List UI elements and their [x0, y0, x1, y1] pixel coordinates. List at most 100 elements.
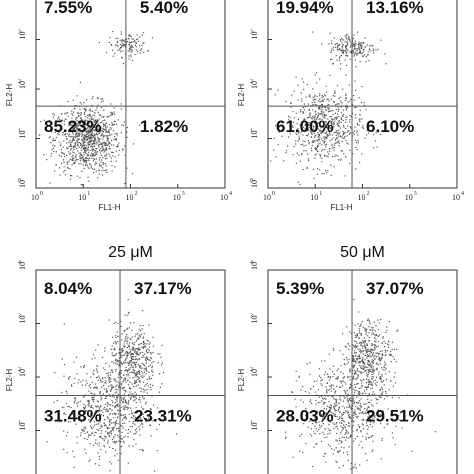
event-dot [94, 431, 96, 433]
event-dot [360, 387, 362, 389]
event-dot [350, 43, 352, 45]
event-dot [117, 49, 119, 51]
event-dot [129, 42, 131, 44]
event-dot [131, 49, 133, 51]
event-dot [89, 134, 91, 136]
event-dot [127, 351, 129, 353]
event-dot [350, 406, 352, 408]
event-dots [270, 31, 387, 186]
event-dot [387, 346, 389, 348]
event-dot [70, 124, 72, 126]
event-dot [142, 337, 144, 339]
event-dot [394, 372, 396, 374]
event-dot [323, 398, 325, 400]
event-dot [102, 149, 104, 151]
event-dot [123, 343, 125, 345]
event-dot [104, 369, 106, 371]
event-dot [115, 44, 117, 46]
event-dot [143, 51, 145, 54]
event-dot [328, 110, 330, 112]
event-dot [371, 350, 373, 352]
event-dot [366, 355, 369, 357]
event-dot [376, 367, 378, 369]
event-dot [365, 367, 367, 369]
event-dot [366, 351, 368, 353]
event-dot [354, 386, 357, 388]
event-dot [115, 138, 117, 140]
event-dot [124, 422, 126, 424]
event-dot [123, 345, 125, 347]
event-dot [365, 438, 367, 440]
event-dot [362, 125, 364, 127]
event-dot [312, 31, 314, 33]
event-dot [318, 118, 320, 120]
event-dot [306, 117, 308, 119]
event-dot [319, 113, 322, 115]
event-dot [339, 350, 341, 352]
event-dot [71, 110, 73, 112]
event-dot [354, 347, 356, 349]
event-dot [308, 95, 310, 97]
event-dot [52, 137, 54, 139]
event-dot [346, 45, 348, 47]
event-dot [130, 35, 132, 38]
event-dot [137, 40, 139, 42]
event-dot [357, 44, 359, 46]
event-dot [376, 146, 378, 148]
event-dot [95, 120, 97, 122]
event-dot [84, 432, 86, 434]
event-dot [159, 353, 161, 355]
event-dot [88, 115, 90, 117]
event-dot [145, 384, 147, 386]
event-dot [72, 124, 74, 126]
event-dot [319, 78, 321, 80]
event-dot [66, 154, 68, 156]
event-dot [381, 342, 383, 344]
event-dot [67, 166, 69, 169]
event-dot [127, 50, 129, 52]
x-tick-exponent: 4 [229, 191, 232, 197]
event-dot [73, 146, 75, 148]
event-dot [136, 34, 138, 36]
event-dot [356, 383, 358, 385]
event-dot [92, 401, 95, 403]
event-dot [107, 410, 109, 412]
event-dot [295, 140, 297, 142]
event-dot [106, 169, 108, 171]
event-dot [355, 51, 357, 53]
event-dot [143, 368, 145, 370]
event-dot [357, 345, 359, 347]
event-dot [315, 120, 317, 122]
event-dot [133, 362, 135, 364]
event-dot [355, 355, 357, 357]
event-dot [321, 118, 323, 120]
event-dot [367, 51, 369, 53]
event-dot [349, 370, 351, 372]
event-dot [304, 128, 306, 130]
event-dot [309, 362, 311, 364]
event-dot [133, 370, 135, 372]
event-dot [346, 116, 348, 118]
event-dot [328, 125, 330, 127]
event-dot [102, 415, 104, 417]
event-dot [85, 136, 87, 138]
event-dot [312, 109, 314, 111]
event-dot [94, 130, 96, 132]
event-dot [299, 450, 301, 452]
event-dot [110, 378, 112, 380]
event-dot [378, 353, 380, 355]
event-dot [330, 116, 332, 118]
event-dot [339, 386, 341, 388]
event-dot [96, 420, 98, 422]
event-dot [349, 397, 351, 399]
event-dot [95, 143, 97, 145]
event-dot [320, 154, 322, 156]
event-dot [309, 115, 311, 117]
event-dot [151, 395, 153, 397]
event-dot [61, 162, 63, 164]
event-dot [129, 49, 131, 51]
event-dot [100, 98, 102, 100]
event-dot [64, 113, 67, 115]
event-dot [364, 137, 366, 139]
event-dot [359, 341, 361, 344]
